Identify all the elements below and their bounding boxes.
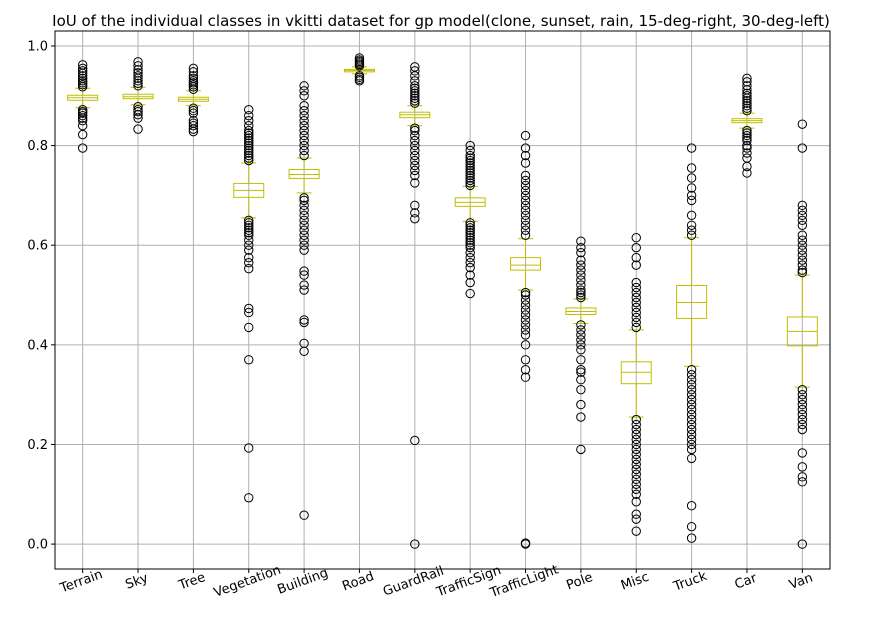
y-tick-label: 1.0 [27, 39, 48, 54]
y-tick-label: 0.6 [27, 239, 48, 254]
x-tick-label: Road [340, 569, 376, 594]
x-tick-label: Tree [176, 570, 208, 594]
tick-layer: 0.0 0.2 0.4 0.6 0.8 1.0 Terrain Sky Tree Vegetati… [27, 39, 815, 601]
grid-layer [55, 31, 830, 569]
plot-frame [55, 31, 830, 569]
x-tick-label: Pole [564, 570, 594, 593]
x-tick-label: Misc [619, 570, 651, 594]
x-tick-label: Vegetation [212, 563, 283, 601]
x-tick-label: Sky [123, 571, 150, 593]
x-tick-label: Terrain [57, 567, 104, 596]
x-tick-label: Car [733, 571, 760, 593]
y-tick-label: 0.4 [27, 338, 48, 353]
y-tick-label: 0.0 [27, 538, 48, 553]
chart-title: IoU of the individual classes in vkitti … [52, 12, 830, 30]
box-layer [68, 67, 818, 417]
x-tick-label: Van [787, 571, 815, 593]
x-tick-label: Truck [671, 569, 710, 595]
flier-layer [78, 54, 806, 549]
y-tick-label: 0.2 [27, 438, 48, 453]
y-tick-label: 0.8 [27, 139, 48, 154]
x-tick-label: Building [276, 566, 331, 598]
